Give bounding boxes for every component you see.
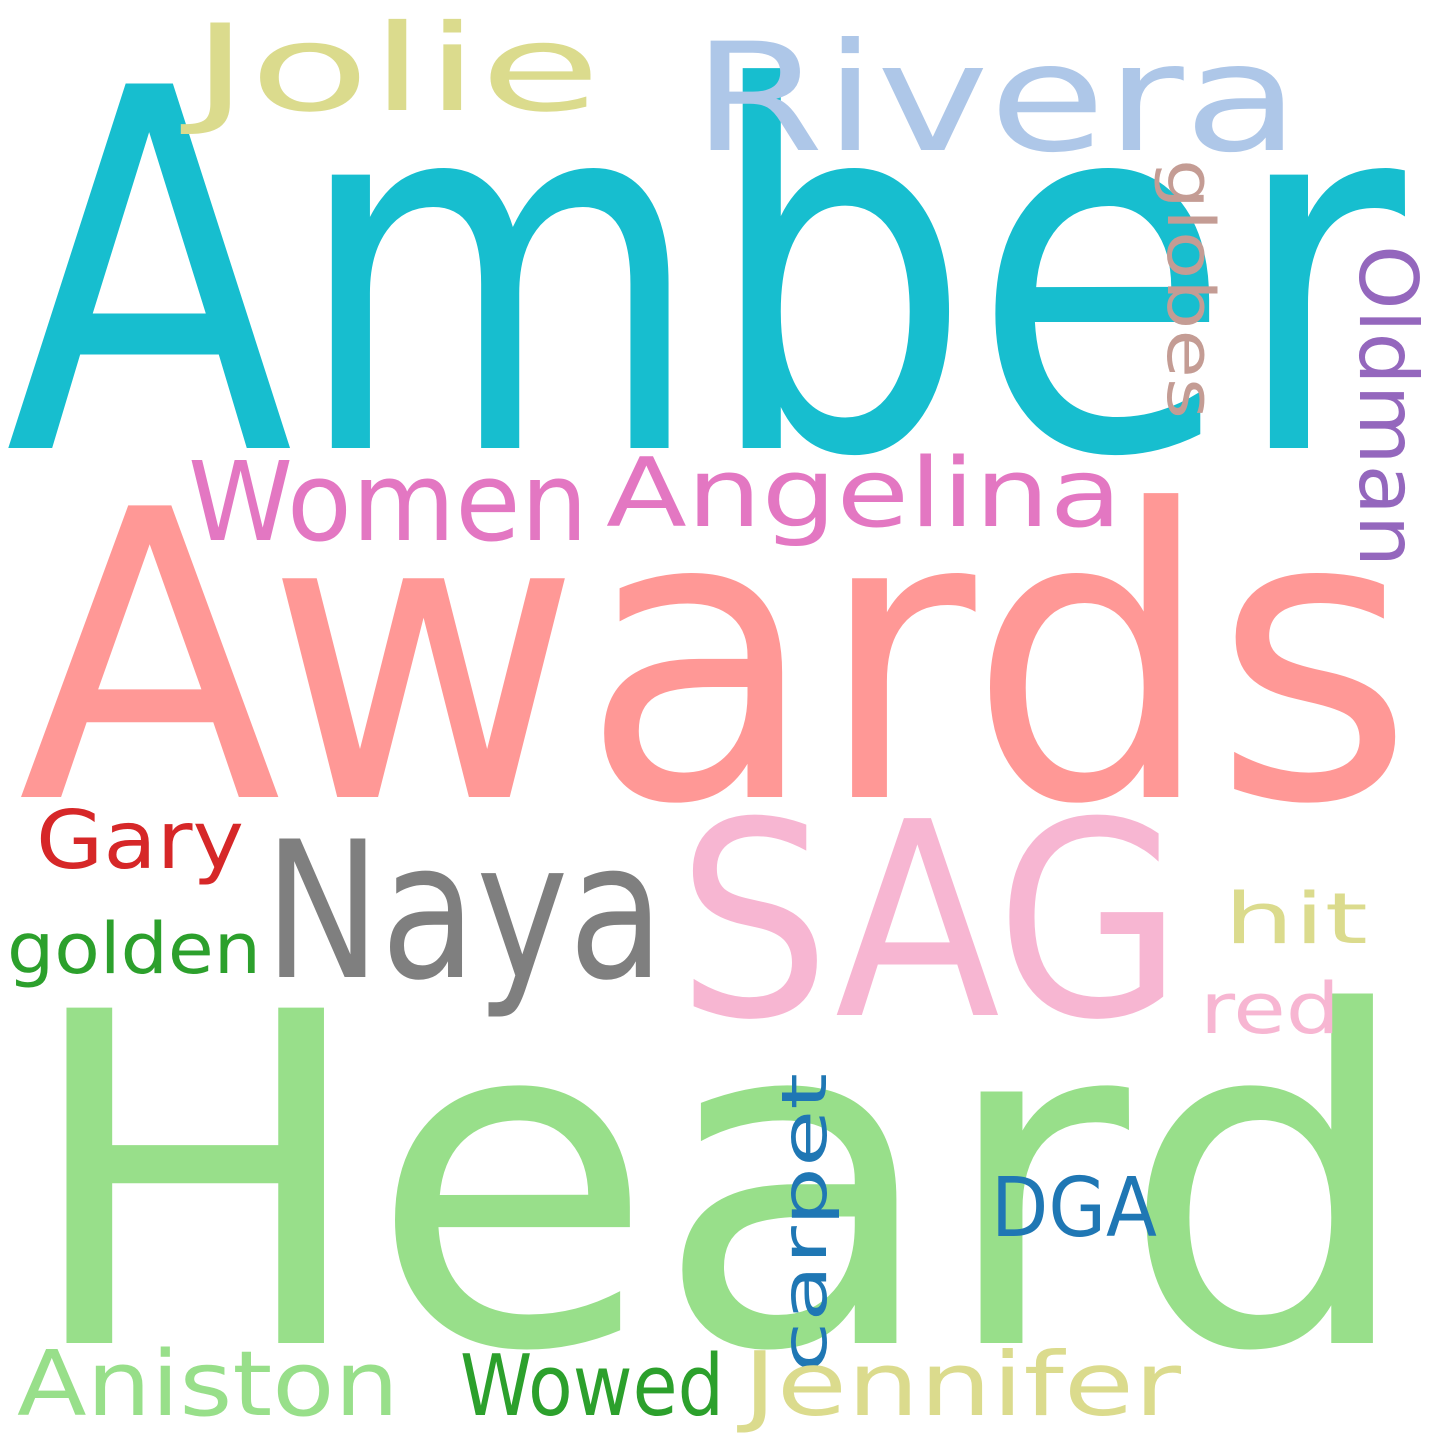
word-angelina: Angelina: [606, 439, 1122, 549]
word-globes: globes: [1152, 159, 1227, 419]
word-awards: Awards: [18, 427, 1414, 892]
word-red: red: [1200, 968, 1340, 1050]
word-hit: hit: [1224, 878, 1368, 960]
word-rivera: Rivera: [692, 12, 1300, 186]
word-golden: golden: [7, 908, 261, 990]
word-aniston: Aniston: [17, 1332, 399, 1437]
word-jennifer: Jennifer: [737, 1333, 1183, 1436]
word-sag: SAG: [677, 764, 1183, 1079]
word-heard: Heard: [21, 917, 1415, 1440]
word-naya: Naya: [264, 801, 664, 1022]
word-carpet: carpet: [768, 1073, 841, 1373]
word-gary: Gary: [36, 794, 244, 887]
word-women: Women: [188, 438, 588, 566]
word-dga: DGA: [991, 1161, 1157, 1256]
word-wowed: Wowed: [460, 1337, 724, 1436]
word-jolie: Jolie: [179, 0, 601, 139]
word-amber: Amber: [5, 0, 1410, 566]
word-oldman: Oldman: [1341, 245, 1434, 567]
